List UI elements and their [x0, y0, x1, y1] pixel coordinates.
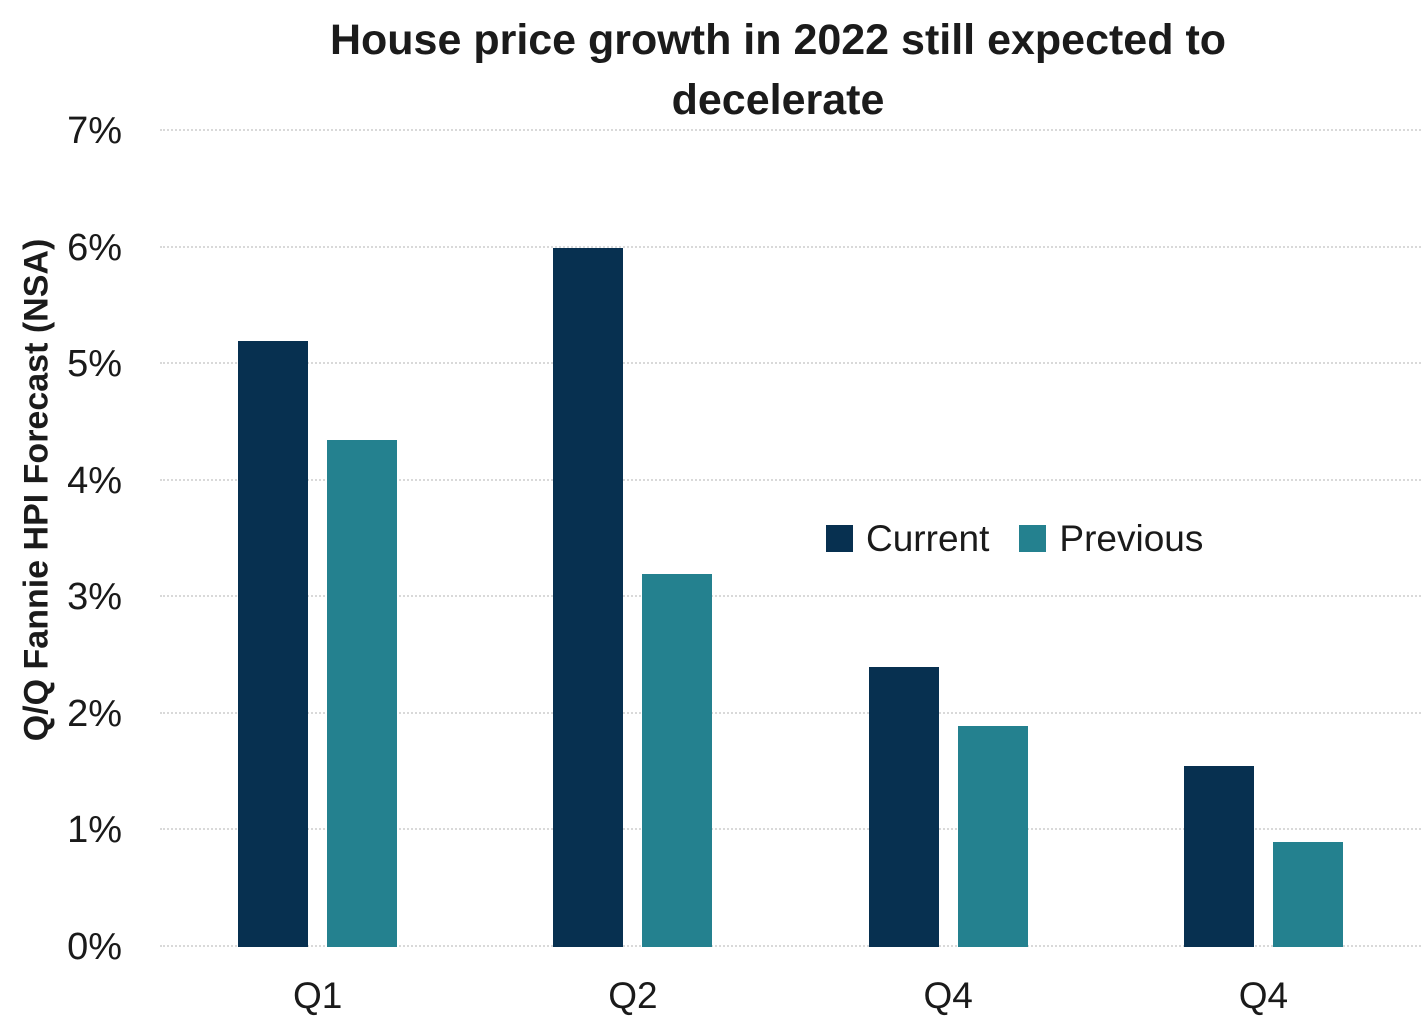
y-tick-label-3%: 3%: [67, 576, 122, 619]
gridline-3%: [160, 595, 1421, 598]
y-tick-label-7%: 7%: [67, 110, 122, 152]
legend-swatch-previous: [1019, 525, 1047, 552]
legend-label-current: Current: [866, 518, 990, 559]
gridline-7%: [160, 129, 1421, 131]
legend-swatch-current: [826, 525, 853, 552]
chart-title: House price growth in 2022 still expecte…: [135, 10, 1421, 130]
bar-previous-q1-0: [327, 439, 398, 947]
x-tick-label-0: Q1: [292, 975, 343, 1016]
y-tick-label-2%: 2%: [67, 692, 122, 735]
plot-area: [160, 129, 1421, 947]
gridline-6%: [160, 245, 1421, 248]
y-tick-label-5%: 5%: [67, 343, 122, 386]
y-tick-label-6%: 6%: [67, 226, 122, 269]
x-tick-label-1: Q2: [608, 975, 658, 1016]
bar-current-q1-0: [238, 340, 309, 947]
legend-label-previous: Previous: [1059, 518, 1204, 559]
x-tick-label-2: Q4: [923, 975, 973, 1016]
gridline-1%: [160, 828, 1421, 831]
gridline-2%: [160, 711, 1421, 714]
legend: Current Previous: [826, 520, 1203, 557]
bar-current-q4-3: [1183, 766, 1254, 947]
bar-previous-q4-2: [957, 725, 1028, 947]
bar-current-q4-2: [868, 667, 939, 947]
bar-previous-q2-1: [642, 573, 713, 947]
bar-previous-q4-3: [1272, 842, 1343, 947]
legend-item-current: Current: [826, 520, 989, 557]
chart-title-text: House price growth in 2022 still expecte…: [329, 16, 1227, 124]
y-tick-label-0%: 0%: [67, 926, 122, 968]
gridline-5%: [160, 362, 1421, 365]
gridline-4%: [160, 478, 1421, 481]
x-tick-label-3: Q4: [1238, 975, 1289, 1016]
gridline-0%: [160, 945, 1421, 947]
y-tick-label-4%: 4%: [67, 459, 122, 502]
legend-item-previous: Previous: [1019, 520, 1203, 557]
bar-current-q2-1: [553, 247, 624, 947]
y-tick-label-1%: 1%: [67, 809, 122, 852]
